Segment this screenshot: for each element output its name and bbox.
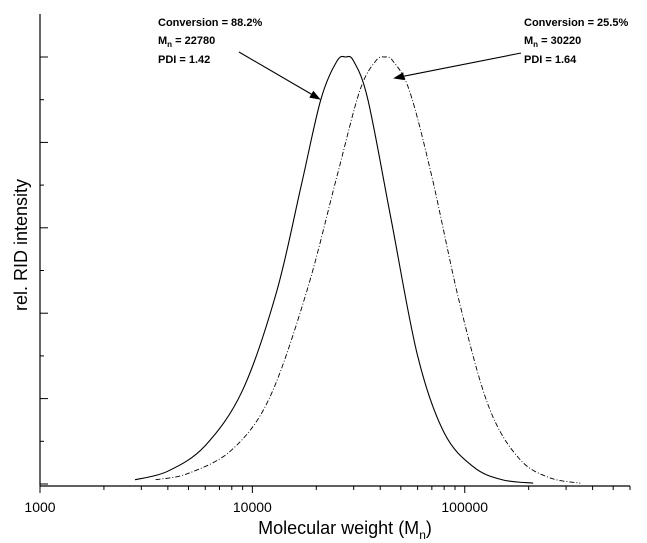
series-1-line (134, 55, 534, 484)
annotation-2-pdi: PDI = 1.64 (524, 54, 577, 66)
series-2-line (155, 56, 581, 484)
x-tick-label: 10000 (233, 499, 272, 515)
annotation-2-mn: Mn = 30220 (524, 35, 581, 49)
annotation-2-conversion: Conversion = 25.5% (524, 17, 628, 29)
annotation-1-pdi: PDI = 1.42 (158, 54, 210, 66)
chart-axes (39, 14, 630, 487)
x-tick-label: 1000 (24, 499, 55, 515)
annotation-2: Conversion = 25.5% Mn = 30220 PDI = 1.64 (393, 17, 628, 81)
annotation-1: Conversion = 88.2% Mn = 22780 PDI = 1.42 (158, 17, 321, 100)
x-axis-label: Molecular weight (Mn) (258, 518, 432, 542)
annotation-2-arrowhead (393, 72, 405, 81)
annotation-1-conversion: Conversion = 88.2% (158, 17, 262, 29)
annotation-1-mn: Mn = 22780 (158, 35, 215, 49)
x-ticks: 1000 10000 100000 (24, 486, 631, 515)
series-layer (134, 55, 581, 484)
x-tick-label: 100000 (441, 499, 488, 515)
y-axis-label: rel. RID intensity (11, 179, 31, 311)
annotation-1-arrowhead (309, 90, 321, 100)
annotation-2-arrow (403, 52, 522, 77)
annotation-1-arrow (238, 51, 312, 95)
y-ticks (40, 56, 48, 485)
